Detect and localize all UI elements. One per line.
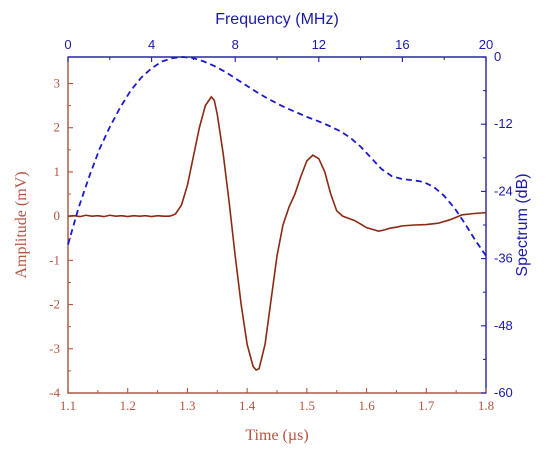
spectrum-tick-label: -12	[494, 116, 513, 131]
amplitude-tick-label: -2	[49, 297, 60, 312]
amplitude-tick-label: 2	[54, 120, 61, 135]
amplitude-tick-label: -1	[49, 252, 60, 267]
right-axis-ticks: 0 -12 -24 -36 -48 -60	[481, 49, 513, 400]
amplitude-series-line	[67, 95, 487, 371]
amplitude-tick-label: 1	[54, 164, 61, 179]
spectrum-tick-label: -48	[494, 318, 513, 333]
right-axis-label: Spectrum (dB)	[514, 173, 531, 276]
spectrum-tick-label: -24	[494, 183, 513, 198]
time-tick-label: 1.7	[418, 398, 435, 413]
amplitude-tick-label: -4	[49, 385, 60, 400]
left-axis-ticks: 3 2 1 0 -1 -2 -3 -4	[49, 76, 73, 400]
amplitude-tick-label: 3	[54, 76, 61, 91]
spectrum-series-line	[67, 56, 487, 257]
frequency-tick-label: 20	[479, 37, 493, 52]
top-axis-label: Frequency (MHz)	[215, 11, 339, 28]
spectrum-tick-label: 0	[494, 49, 501, 64]
time-tick-label: 1.5	[299, 398, 315, 413]
amplitude-tick-label: 0	[54, 208, 61, 223]
amplitude-tick-label: -3	[49, 341, 60, 356]
frequency-tick-label: 0	[64, 37, 71, 52]
time-tick-label: 1.3	[179, 398, 195, 413]
time-tick-label: 1.6	[358, 398, 375, 413]
time-tick-label: 1.8	[478, 398, 494, 413]
time-tick-label: 1.1	[60, 398, 76, 413]
frequency-tick-label: 8	[232, 37, 239, 52]
frequency-tick-label: 16	[395, 37, 409, 52]
frequency-tick-label: 12	[312, 37, 326, 52]
time-tick-label: 1.4	[239, 398, 256, 413]
spectrum-tick-label: -60	[494, 385, 513, 400]
left-axis-label: Amplitude (mV)	[13, 171, 30, 278]
spectrum-tick-label: -36	[494, 251, 513, 266]
bottom-axis-label: Time (µs)	[245, 427, 308, 444]
time-tick-label: 1.2	[120, 398, 136, 413]
bottom-axis-ticks: 1.1 1.2 1.3 1.4 1.5 1.6 1.7 1.8	[60, 388, 494, 413]
top-axis-ticks: 0 4 8 12 16 20	[64, 37, 493, 62]
frequency-tick-label: 4	[148, 37, 155, 52]
